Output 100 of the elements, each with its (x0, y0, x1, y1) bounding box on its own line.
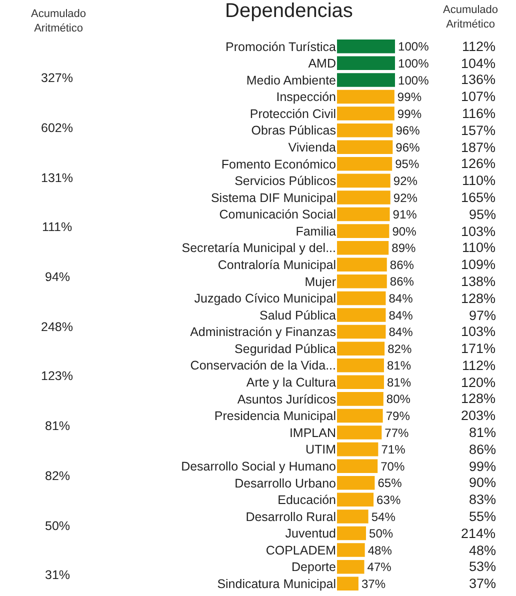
text: 53% (469, 559, 496, 574)
data-label: 71% (381, 442, 406, 457)
y-tick-label: Juventud (285, 526, 336, 541)
y-tick-label: Mujer (304, 274, 336, 289)
bar (337, 408, 383, 423)
text: 203% (461, 408, 496, 423)
data-label: 77% (384, 426, 410, 440)
data-label: 50% (369, 526, 394, 541)
data-label: 89% (392, 241, 416, 256)
bar (337, 258, 387, 272)
text: 131% (41, 171, 73, 185)
data-label: 54% (371, 510, 396, 524)
bar (337, 224, 390, 238)
y-tick-label: Vivienda (288, 140, 336, 154)
y-tick-label: Medio Ambiente (246, 73, 336, 88)
bar (337, 576, 358, 590)
data-label: 99% (397, 90, 422, 104)
y-tick-label: Sistema DIF Municipal (210, 190, 336, 205)
bar (337, 106, 394, 120)
chart-title: Dependencias (225, 0, 353, 22)
bar (337, 324, 386, 339)
data-label: 91% (392, 208, 418, 222)
y-tick-label: Protección Civil (250, 106, 336, 121)
text: 171% (461, 341, 496, 356)
bar (337, 342, 385, 356)
y-tick-label: Secretaría Municipal y del... (182, 241, 336, 256)
bar (337, 375, 384, 390)
data-label: 100% (398, 40, 430, 54)
y-tick-label: Familia (296, 224, 336, 238)
bar (337, 90, 394, 104)
bar (337, 157, 392, 171)
text: 128% (461, 391, 496, 406)
text: 103% (461, 224, 496, 239)
text: 123% (41, 369, 73, 383)
y-tick-label: Servicios Públicos (234, 174, 336, 188)
text: 327% (41, 71, 73, 85)
text: 111% (42, 220, 72, 234)
data-label: 92% (393, 174, 418, 188)
data-label: 90% (392, 224, 417, 238)
text: 128% (461, 291, 496, 306)
y-tick-label: Inspección (276, 90, 336, 104)
bar (337, 140, 393, 154)
y-tick-label: Comunicación Social (219, 208, 336, 222)
data-label: 96% (396, 124, 420, 138)
text: 120% (461, 375, 496, 390)
bar (337, 240, 389, 255)
bar (337, 274, 387, 288)
y-tick-label: Administración y Finanzas (190, 325, 336, 340)
data-label: 47% (367, 560, 392, 574)
y-tick-label: Sindicatura Municipal (217, 576, 336, 591)
y-tick-label: Fomento Económico (221, 157, 336, 172)
text: 138% (461, 274, 496, 289)
text: Acumulado Aritmético (443, 4, 498, 30)
y-tick-label: UTIM (305, 442, 336, 457)
data-label: 82% (388, 342, 412, 356)
y-tick-label: Seguridad Pública (234, 342, 336, 356)
y-tick-label: AMD (308, 56, 336, 71)
y-tick-label: Desarrollo Urbano (234, 476, 336, 490)
data-label: 86% (390, 274, 414, 289)
text: 50% (45, 519, 70, 533)
data-label: 48% (368, 543, 392, 558)
text: 81% (469, 425, 496, 440)
text: 110% (462, 173, 496, 188)
bar (337, 308, 386, 322)
text: 602% (41, 121, 73, 135)
text: 95% (469, 207, 496, 222)
y-tick-label: Deporte (292, 560, 336, 574)
text: 248% (41, 320, 73, 334)
data-label: 100% (398, 56, 430, 70)
bar (337, 56, 395, 70)
text: 99% (469, 459, 496, 474)
text: 90% (469, 475, 496, 490)
bar (337, 476, 375, 490)
text: 214% (461, 526, 496, 541)
bar (337, 190, 390, 204)
data-label: 63% (376, 492, 401, 507)
data-label: 81% (386, 375, 412, 390)
y-tick-label: COPLADEM (266, 543, 336, 558)
bar (337, 492, 374, 507)
text: 110% (462, 240, 496, 255)
bar (337, 207, 390, 222)
data-label: 86% (390, 258, 414, 272)
data-label: 65% (378, 476, 402, 490)
y-tick-label: Conservación de la Vida... (190, 358, 336, 373)
bar (337, 40, 395, 54)
data-label: 100% (398, 73, 430, 88)
text: 37% (469, 576, 496, 591)
text: 48% (469, 543, 496, 558)
bar (337, 510, 368, 524)
y-tick-label: Desarrollo Rural (246, 510, 336, 524)
text: 104% (461, 56, 496, 71)
y-tick-label: Salud Pública (260, 308, 336, 322)
data-label: 84% (388, 292, 414, 306)
text: 97% (469, 308, 496, 323)
text: 187% (461, 140, 496, 155)
data-label: 84% (388, 325, 414, 340)
data-label: 92% (393, 190, 418, 205)
y-tick-label: Asuntos Jurídicos (237, 392, 336, 406)
bar (337, 426, 382, 440)
text: 86% (469, 442, 496, 457)
